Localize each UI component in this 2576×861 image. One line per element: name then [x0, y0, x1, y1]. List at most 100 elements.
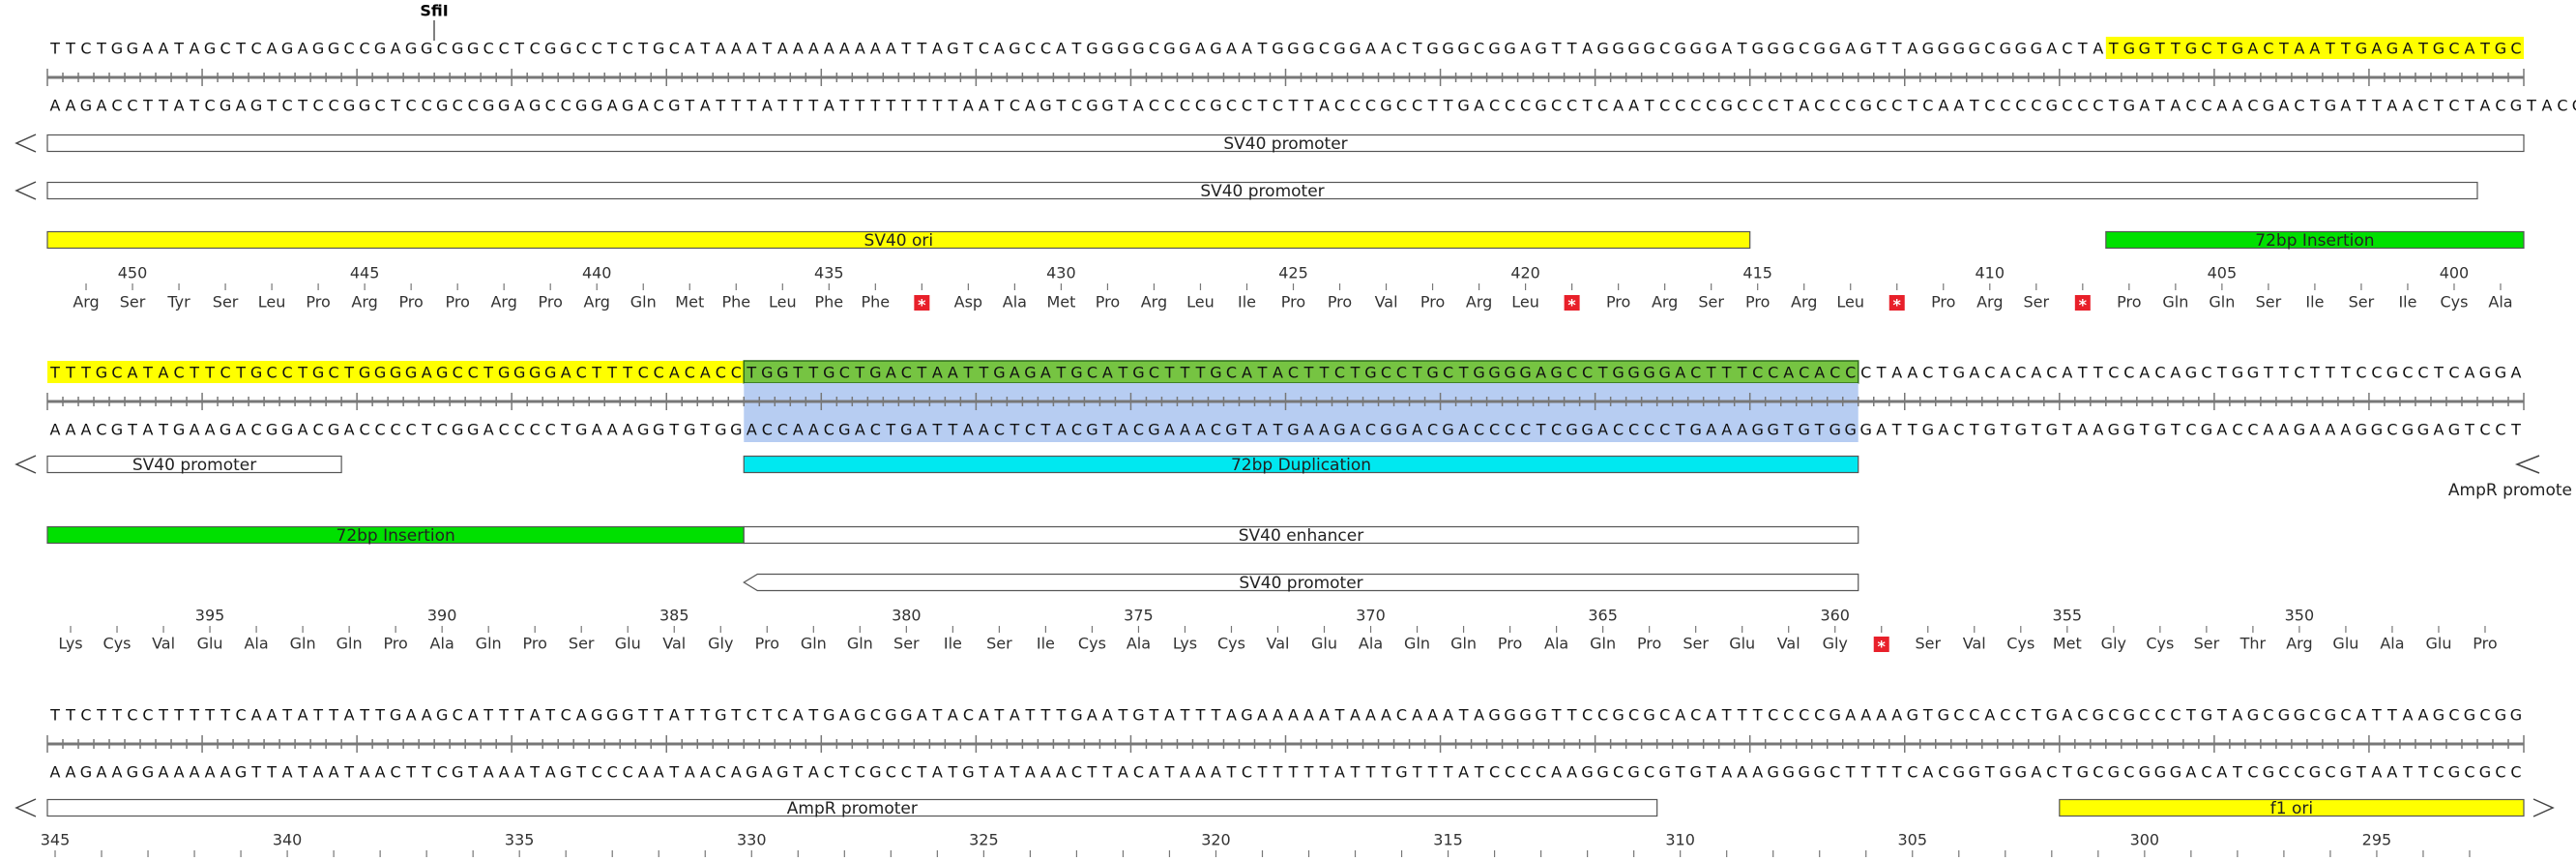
amino-acid: Val	[1777, 635, 1800, 653]
amino-acid: Cys	[103, 635, 132, 653]
position-number: 330	[737, 831, 767, 849]
amino-acid: Val	[1267, 635, 1290, 653]
amino-acid: Lys	[1173, 635, 1197, 653]
feature	[743, 455, 1859, 474]
amino-acid: Cys	[2440, 293, 2468, 312]
enzyme-label: SfiI	[420, 2, 448, 20]
amino-acid: Pro	[2473, 635, 2497, 653]
position-number: 315	[1433, 831, 1463, 849]
amino-acid: Ser	[120, 293, 146, 312]
amino-acid: Pro	[1606, 293, 1630, 312]
position-number: 365	[1588, 607, 1618, 625]
stop-codon	[1564, 295, 1580, 311]
amino-acid: Pro	[539, 293, 563, 312]
amino-acid: Pro	[306, 293, 330, 312]
feature	[46, 798, 1658, 817]
amino-acid: Lys	[58, 635, 82, 653]
amino-acid: Ala	[244, 635, 268, 653]
feature-label: 72bp Insertion	[2255, 231, 2374, 251]
amino-acid: Ser	[893, 635, 920, 653]
amino-acid: Thr	[2239, 635, 2267, 653]
amino-acid: Ile	[2398, 293, 2416, 312]
amino-acid: Val	[662, 635, 686, 653]
feature-label: SV40 promoter	[1200, 182, 1324, 201]
position-number: 375	[1124, 607, 1154, 625]
amino-acid: Gly	[2101, 635, 2126, 653]
highlight	[2105, 37, 2524, 59]
top-strand: TTTGCATACTTCTGCCTGCTGGGGAGCCTGGGGACTTTCC…	[49, 364, 742, 382]
amino-acid: Gly	[708, 635, 733, 653]
amino-acid: Gln	[476, 635, 502, 653]
amino-acid: Cys	[1078, 635, 1106, 653]
position-number: 305	[1897, 831, 1927, 849]
amino-acid: Glu	[2332, 635, 2358, 653]
position-number: 335	[505, 831, 535, 849]
amino-acid: Ser	[1683, 635, 1709, 653]
amino-acid: Leu	[769, 293, 797, 312]
amino-acid: Arg	[1976, 293, 2003, 312]
position-number: 430	[1046, 264, 1076, 282]
position-number: 320	[1201, 831, 1231, 849]
position-number: 390	[427, 607, 457, 625]
highlight	[47, 361, 745, 383]
top-strand: TTCTGGAATAGCTCAGAGGCCGAGGCGGCCTCGGCCTCTG…	[49, 40, 2103, 58]
amino-acid: Arg	[490, 293, 516, 312]
position-number: 415	[1742, 264, 1772, 282]
amino-acid: Pro	[445, 293, 469, 312]
position-number: 385	[659, 607, 689, 625]
amino-acid: Ser	[1915, 635, 1941, 653]
amino-acid: Ile	[1238, 293, 1256, 312]
amino-acid: Glu	[615, 635, 641, 653]
amino-acid: Leu	[1511, 293, 1539, 312]
amino-acid: Val	[1963, 635, 1986, 653]
amino-acid: Arg	[351, 293, 377, 312]
amino-acid: Phe	[862, 293, 891, 312]
amino-acid: Ser	[2349, 293, 2375, 312]
position-number: 300	[2130, 831, 2160, 849]
amino-acid: Glu	[1311, 635, 1337, 653]
position-number: 350	[2285, 607, 2315, 625]
feature-label: 72bp Duplication	[1231, 456, 1371, 475]
amino-acid: Glu	[1729, 635, 1755, 653]
amino-acid: *	[2079, 296, 2088, 314]
amino-acid: Ser	[2194, 635, 2220, 653]
amino-acid: Arg	[1141, 293, 1167, 312]
position-number: 440	[582, 264, 612, 282]
amino-acid: Gly	[1823, 635, 1848, 653]
position-number: 400	[2440, 264, 2470, 282]
amino-acid: Pro	[2117, 293, 2141, 312]
feature-label: SV40 ori	[864, 231, 934, 251]
amino-acid: Ser	[2024, 293, 2050, 312]
bottom-strand: AAACGTATGAAGACGGACGACCCCTCGGACCCCTGAAAGG…	[50, 421, 743, 439]
position-number: 340	[273, 831, 303, 849]
feature-label: 72bp Insertion	[337, 526, 455, 546]
position-number: 325	[969, 831, 999, 849]
amino-acid: Pro	[1096, 293, 1120, 312]
amino-acid: Arg	[1791, 293, 1817, 312]
feature-chevron	[2532, 798, 2555, 817]
feature-chevron	[15, 134, 37, 153]
amino-acid: *	[1893, 296, 1902, 314]
amino-acid: *	[1878, 638, 1887, 656]
stop-codon	[1873, 637, 1889, 652]
amino-acid: Gln	[801, 635, 827, 653]
amino-acid: Gln	[1404, 635, 1430, 653]
top-strand: CTAACTGACACACATTCCACAGCTGGTTCTTTCCGCCTCA…	[1860, 364, 2521, 382]
amino-acid: Met	[1046, 293, 1075, 312]
position-number: 425	[1278, 264, 1308, 282]
amino-acid: Ala	[2488, 293, 2512, 312]
feature	[46, 134, 2525, 153]
amino-acid: Glu	[197, 635, 223, 653]
feature-label: SV40 enhancer	[1239, 526, 1363, 546]
feature-label: SV40 promoter	[1239, 574, 1362, 593]
amino-acid: Leu	[1186, 293, 1215, 312]
feature-chevron	[2514, 455, 2540, 474]
amino-acid: Val	[1375, 293, 1398, 312]
amino-acid: Ile	[2305, 293, 2324, 312]
feature-chevron	[15, 798, 37, 817]
top-strand: TGGTTGCTGACTAATTGAGATGCATGC	[2108, 40, 2522, 58]
amino-acid: Gln	[630, 293, 657, 312]
highlight	[744, 383, 1859, 442]
amino-acid: Pro	[398, 293, 423, 312]
